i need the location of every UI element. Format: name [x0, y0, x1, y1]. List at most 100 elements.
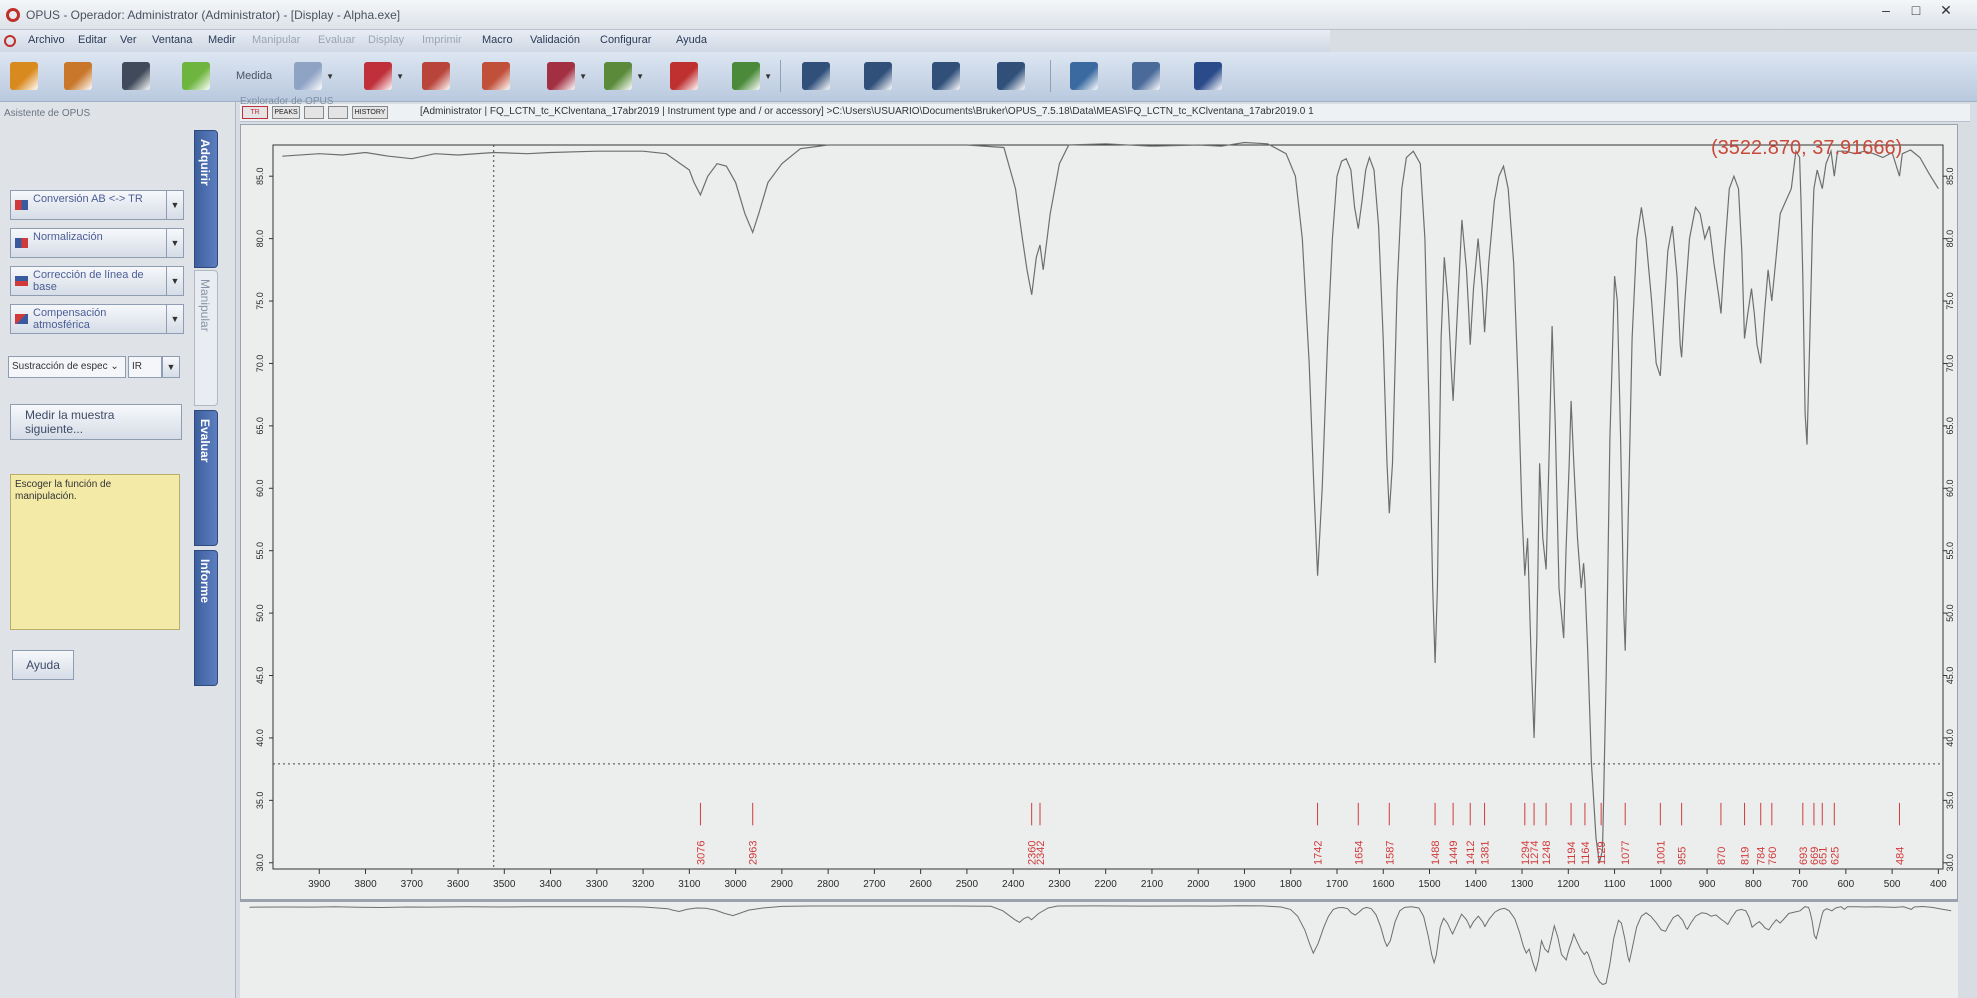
overview-spectrum-strip[interactable]: [240, 900, 1958, 998]
tab-manipular[interactable]: Manipular: [194, 270, 218, 406]
save-disk-icon: [122, 62, 150, 90]
table-window-button[interactable]: [995, 60, 1027, 92]
x-tick-label: 1700: [1326, 879, 1349, 890]
report-check-button[interactable]: [1068, 60, 1100, 92]
open-folder-button[interactable]: [8, 60, 40, 92]
chevron-down-icon[interactable]: ▼: [579, 72, 587, 81]
open-folder-icon: [10, 62, 38, 90]
y-tick-label: 55.0: [255, 542, 265, 560]
help-button[interactable]: Ayuda: [12, 650, 74, 680]
chevron-down-icon[interactable]: ▼: [636, 72, 644, 81]
path-bar-mini-button[interactable]: TR: [242, 106, 268, 119]
peak-label: 1587: [1384, 841, 1396, 865]
x-tick-label: 1100: [1604, 879, 1626, 890]
y-tick-label-right: 30.0: [1945, 854, 1955, 872]
x-tick-label: 700: [1791, 879, 1808, 890]
menu-ayuda[interactable]: Ayuda: [676, 34, 707, 46]
peak-label: 1274: [1529, 841, 1541, 865]
menu-configurar[interactable]: Configurar: [600, 34, 652, 46]
tab-informe[interactable]: Informe: [194, 550, 218, 686]
path-bar-mini-button[interactable]: [328, 106, 348, 119]
menu-macro[interactable]: Macro: [482, 34, 513, 46]
atmospheric-compensation-button[interactable]: Compensación atmosférica: [10, 304, 168, 334]
ab-tr-conversion-button[interactable]: Conversión AB <-> TR: [10, 190, 168, 220]
check-doc-button[interactable]: [420, 60, 452, 92]
close-button[interactable]: ✕: [1940, 2, 1952, 18]
x-tick-label: 2300: [1048, 879, 1071, 890]
menu-imprimir[interactable]: Imprimir: [422, 34, 462, 46]
print-button[interactable]: [1130, 60, 1162, 92]
title-bar: OPUS - Operador: Administrator (Administ…: [0, 0, 1977, 30]
x-tick-label: 400: [1930, 879, 1947, 890]
opus-menu-icon[interactable]: [4, 35, 16, 47]
maximize-button[interactable]: □: [1911, 2, 1921, 18]
menu-editar[interactable]: Editar: [78, 34, 107, 46]
measure-next-sample-button[interactable]: Medir la muestra siguiente...: [10, 404, 182, 440]
add-doc-button[interactable]: [480, 60, 512, 92]
x-tick-label: 900: [1699, 879, 1716, 890]
baseline-icon: [15, 276, 28, 286]
tab-adquirir[interactable]: Adquirir: [194, 130, 218, 268]
y-tick-label: 50.0: [255, 604, 265, 622]
x-tick-label: 1600: [1372, 879, 1395, 890]
spectrum-file-path: [Administrator | FQ_LCTN_tc_KClventana_1…: [420, 106, 1314, 117]
peak-label: 1488: [1430, 841, 1442, 865]
ab-tr-conversion-dropdown[interactable]: ▼: [166, 190, 184, 220]
x-tick-label: 3300: [586, 879, 609, 890]
peak-label: 1381: [1480, 841, 1492, 865]
menu-ver[interactable]: Ver: [120, 34, 137, 46]
ab-tr-conversion-label: Conversión AB <-> TR: [33, 193, 143, 205]
path-bar-mini-button[interactable]: [304, 106, 324, 119]
ir-combo-dropdown[interactable]: ▼: [162, 356, 180, 378]
tab-evaluar[interactable]: Evaluar: [194, 410, 218, 546]
overview-spectrum-line: [249, 905, 1952, 986]
x-tick-label: 2900: [771, 879, 794, 890]
normalization-dropdown[interactable]: ▼: [166, 228, 184, 258]
path-bar-mini-button[interactable]: PEAKS: [272, 106, 300, 119]
spectrum-window-button[interactable]: [800, 60, 832, 92]
menu-manipular[interactable]: Manipular: [252, 34, 301, 46]
peak-label: 2963: [748, 841, 760, 865]
baseline-correction-dropdown[interactable]: ▼: [166, 266, 184, 296]
measure-bulb-button[interactable]: [180, 60, 212, 92]
menu-validacion[interactable]: Validación: [530, 34, 580, 46]
chevron-down-icon[interactable]: ▼: [764, 72, 772, 81]
peak-label: 1194: [1566, 841, 1578, 865]
menu-evaluar[interactable]: Evaluar: [318, 34, 356, 46]
peak-label: 1294: [1520, 841, 1532, 865]
axis-arrow-button[interactable]: [930, 60, 962, 92]
menu-ventana[interactable]: Ventana: [152, 34, 193, 46]
y-tick-label: 65.0: [255, 417, 265, 435]
spectrum-display[interactable]: 3900 3800 3700 3600 3500 3400 3300 3200 3100 3000…: [240, 124, 1958, 900]
open-folder-alt-button[interactable]: [62, 60, 94, 92]
path-bar-mini-button[interactable]: HISTORY: [352, 106, 388, 119]
x-tick-label: 2200: [1095, 879, 1118, 890]
minimize-button[interactable]: –: [1882, 2, 1890, 18]
zoom-button[interactable]: ▼: [545, 60, 587, 92]
baseline-correction-button[interactable]: Corrección de línea de base: [10, 266, 168, 296]
spectrum-path-bar: [Administrator | FQ_LCTN_tc_KClventana_1…: [240, 104, 1970, 122]
spectrum-chart[interactable]: 3900 3800 3700 3600 3500 3400 3300 3200 3100 3000…: [241, 125, 1957, 899]
y-tick-label-right: 35.0: [1945, 792, 1955, 810]
add-report-button[interactable]: [668, 60, 700, 92]
spectrum-check-button[interactable]: ▼: [602, 60, 644, 92]
validate-button[interactable]: ▼: [730, 60, 772, 92]
chevron-down-icon[interactable]: ▼: [396, 72, 404, 81]
menu-medir[interactable]: Medir: [208, 34, 236, 46]
x-tick-label: 3900: [308, 879, 331, 890]
plot-frame: [272, 144, 1944, 870]
spectrum-subtraction-combo[interactable]: Sustracción de espec ⌄: [8, 356, 126, 378]
peak-window-button[interactable]: [862, 60, 894, 92]
chevron-down-icon[interactable]: ▼: [326, 72, 334, 81]
menu-display[interactable]: Display: [368, 34, 405, 46]
peak-pick-button[interactable]: ▼: [362, 60, 404, 92]
atmospheric-compensation-dropdown[interactable]: ▼: [166, 304, 184, 334]
y-tick-label-right: 45.0: [1945, 667, 1955, 685]
save-disk-button[interactable]: [120, 60, 152, 92]
normalization-button[interactable]: Normalización: [10, 228, 168, 258]
menu-archivo[interactable]: Archivo: [28, 34, 65, 46]
x-tick-label: 2100: [1141, 879, 1164, 890]
ir-combo[interactable]: IR: [128, 356, 162, 378]
measure-spectrum-button[interactable]: ▼: [292, 60, 334, 92]
tools-bag-button[interactable]: [1192, 60, 1224, 92]
